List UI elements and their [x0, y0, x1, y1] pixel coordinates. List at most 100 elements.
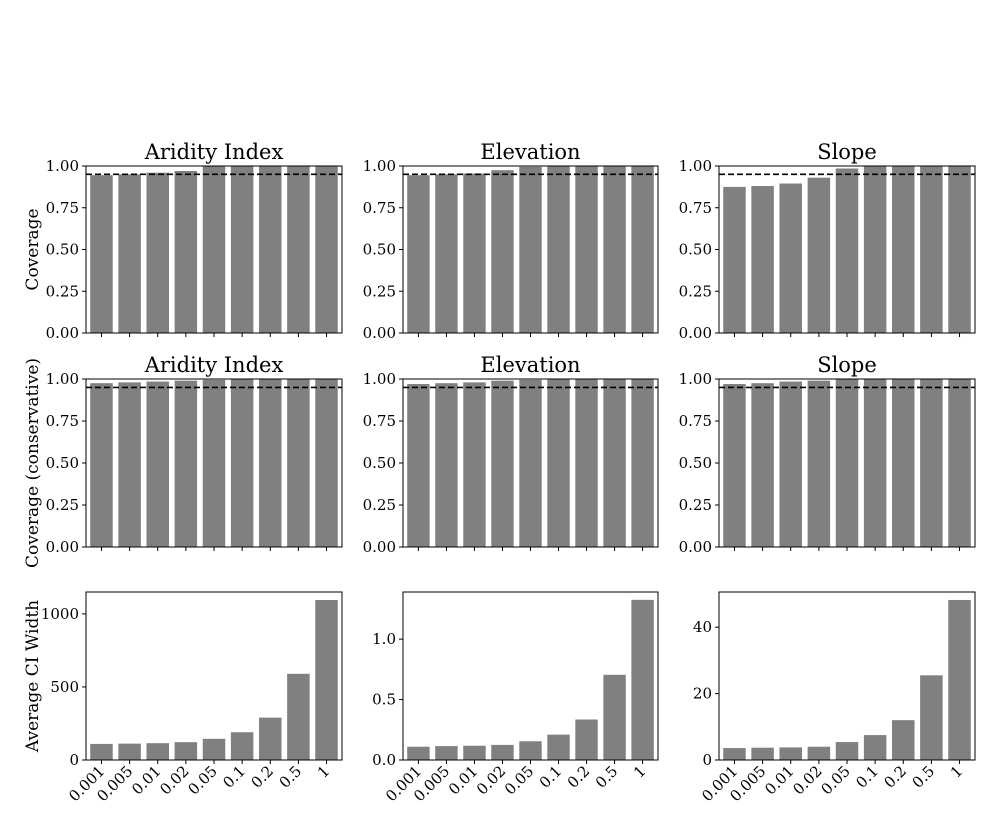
- bar-1: [948, 166, 971, 333]
- x-tick-label: 0.02: [156, 762, 192, 798]
- x-tick-label: 0.5: [592, 762, 622, 792]
- y-tick-label: 0.50: [679, 454, 712, 472]
- x-tick-label: 0.01: [761, 762, 797, 798]
- x-tick-label: 1: [947, 762, 966, 781]
- bar-0.1: [230, 166, 254, 333]
- bar-0.2: [575, 379, 598, 547]
- bar-0.02: [174, 380, 198, 547]
- bar-0.005: [435, 174, 458, 333]
- bar-0.2: [259, 166, 282, 333]
- y-tick-label: 0.0: [372, 751, 396, 769]
- bar-0.01: [463, 745, 486, 760]
- panel-coverage-elevation: 0.00 0.25 0.50 0.75 1.00 Elevation: [363, 140, 659, 342]
- bar-0.5: [920, 675, 943, 760]
- x-tick-label: 0.2: [247, 762, 277, 792]
- x-tick-label: 0.01: [128, 762, 164, 798]
- y-tick-label: 0.25: [363, 282, 396, 300]
- bar-0.5: [287, 673, 310, 760]
- panel-title: Slope: [817, 353, 877, 377]
- bar-1: [631, 379, 654, 547]
- bar-0.005: [435, 746, 458, 760]
- x-tick-label: 0.5: [276, 762, 306, 792]
- bar-1: [315, 379, 338, 547]
- bar-0.1: [230, 732, 254, 760]
- bar-0.001: [723, 186, 746, 333]
- y-axis-label: Coverage (conservative): [23, 358, 43, 568]
- y-tick-label: 0.25: [46, 496, 79, 514]
- y-tick-label: 0.25: [679, 496, 712, 514]
- bar-0.001: [90, 175, 113, 333]
- bar-0.05: [202, 379, 226, 547]
- bar-0.05: [519, 741, 542, 760]
- x-tick-label: 0.2: [880, 762, 910, 792]
- y-tick-label: 0.5: [372, 691, 396, 709]
- y-axis-label: Average CI Width: [23, 600, 43, 753]
- bar-0.02: [491, 380, 514, 547]
- y-tick-label: 0.25: [363, 496, 396, 514]
- bar-0.001: [407, 384, 430, 547]
- panel-coverage-slope: 0.00 0.25 0.50 0.75 1.00 Slope: [679, 140, 976, 342]
- bar-0.001: [723, 748, 746, 760]
- y-tick-label: 1.00: [679, 370, 712, 388]
- bar-0.02: [491, 170, 514, 333]
- bar-0.02: [174, 742, 198, 760]
- y-tick-label: 1000: [41, 605, 79, 623]
- bar-0.01: [779, 747, 802, 760]
- bar-0.01: [463, 382, 486, 547]
- panel-conservative-slope: 0.00 0.25 0.50 0.75 1.00 Slope: [679, 353, 976, 556]
- panel-conservative-elevation: 0.00 0.25 0.50 0.75 1.00 Elevation: [363, 353, 659, 556]
- bar-0.05: [202, 738, 226, 760]
- x-tick-label: 0.05: [817, 762, 853, 798]
- bar-0.5: [603, 379, 626, 547]
- bar-0.2: [259, 379, 282, 547]
- bar-1: [631, 166, 654, 333]
- bar-0.5: [603, 166, 626, 333]
- bar-0.02: [807, 177, 831, 333]
- bar-0.05: [835, 379, 859, 547]
- y-tick-label: 1.00: [363, 370, 396, 388]
- y-tick-label: 0.00: [679, 324, 712, 342]
- y-axis-label: Coverage: [23, 208, 43, 290]
- bar-0.05: [519, 379, 542, 547]
- x-tick-label: 0.02: [789, 762, 825, 798]
- bar-0.05: [202, 166, 226, 333]
- bar-0.005: [118, 174, 141, 333]
- y-tick-label: 0.75: [679, 412, 712, 430]
- bar-0.005: [118, 743, 141, 760]
- bar-0.005: [435, 383, 458, 547]
- x-tick-label: 0.2: [564, 762, 594, 792]
- panel-conservative-aridity: 0.00 0.25 0.50 0.75 1.00 Aridity Index Coverag…: [23, 353, 343, 568]
- bar-0.01: [779, 183, 802, 333]
- y-tick-label: 0.50: [363, 241, 396, 259]
- bar-0.005: [751, 186, 774, 333]
- y-tick-label: 0.75: [679, 199, 712, 217]
- bar-0.02: [807, 380, 831, 547]
- bar-0.01: [779, 381, 802, 547]
- x-tick-label: 0.1: [852, 762, 882, 792]
- bar-0.02: [174, 171, 198, 333]
- y-tick-label: 0.50: [46, 454, 79, 472]
- bar-0.1: [863, 379, 887, 547]
- x-tick-label: 0.1: [536, 762, 566, 792]
- x-tick-label: 0.01: [445, 762, 481, 798]
- bar-0.1: [547, 379, 570, 547]
- x-tick-label: 0.5: [909, 762, 939, 792]
- bar-0.001: [407, 175, 430, 333]
- x-tick-label: 0.1: [219, 762, 249, 792]
- bar-1: [315, 600, 338, 760]
- bar-0.5: [920, 379, 943, 547]
- x-tick-label: 0.05: [501, 762, 537, 798]
- bar-0.01: [146, 743, 169, 760]
- y-tick-label: 0.50: [363, 454, 396, 472]
- y-tick-label: 0.75: [46, 199, 79, 217]
- y-tick-label: 0.00: [363, 324, 396, 342]
- bar-0.5: [603, 674, 626, 760]
- y-tick-label: 1.00: [679, 157, 712, 175]
- y-tick-label: 1.00: [46, 370, 79, 388]
- y-tick-label: 500: [50, 678, 79, 696]
- bar-0.005: [751, 383, 774, 547]
